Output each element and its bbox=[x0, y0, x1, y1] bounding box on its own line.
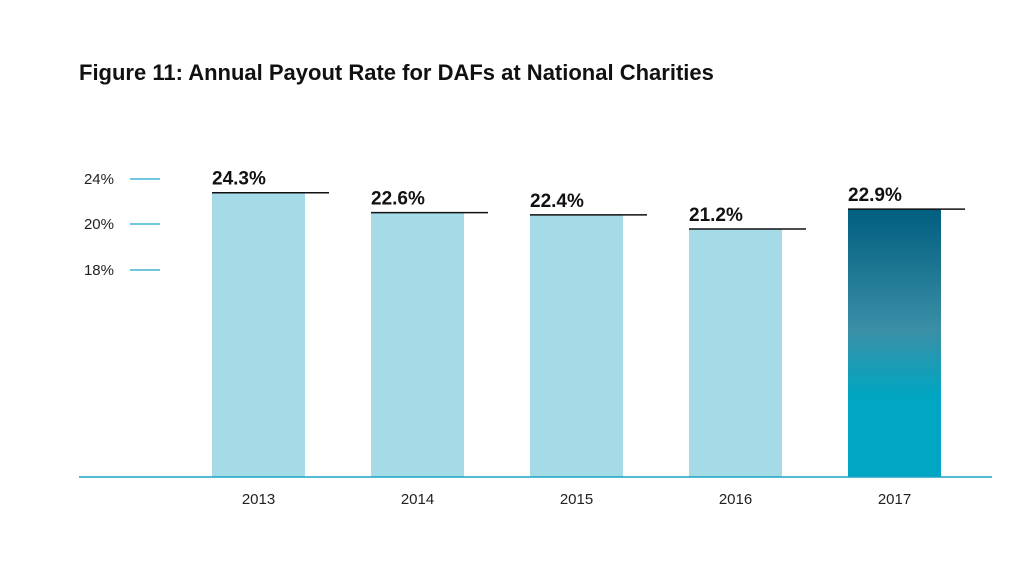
bar-2015 bbox=[530, 214, 623, 478]
bar-2017 bbox=[848, 209, 941, 477]
bar-2013 bbox=[212, 192, 305, 477]
x-axis: 2013 2014 2015 2016 2017 bbox=[242, 491, 911, 508]
y-tick-label: 20% bbox=[84, 216, 114, 233]
x-tick-label-2015: 2015 bbox=[560, 491, 593, 508]
y-tick-label: 18% bbox=[84, 262, 114, 279]
y-axis: 24% 20% 18% bbox=[84, 171, 160, 279]
x-tick-label-2016: 2016 bbox=[719, 491, 752, 508]
chart-title: Figure 11: Annual Payout Rate for DAFs a… bbox=[79, 60, 714, 85]
bars-group: 24.3% 22.6% 22.4% 21.2% 22.9% bbox=[212, 169, 965, 478]
value-label-2017: 22.9% bbox=[848, 185, 902, 206]
bar-2014 bbox=[371, 212, 464, 477]
x-tick-label-2014: 2014 bbox=[401, 491, 434, 508]
value-label-2016: 21.2% bbox=[689, 205, 743, 226]
x-tick-label-2017: 2017 bbox=[878, 491, 911, 508]
x-tick-label-2013: 2013 bbox=[242, 491, 275, 508]
value-label-2014: 22.6% bbox=[371, 189, 425, 210]
value-label-2013: 24.3% bbox=[212, 169, 266, 190]
bar-2016 bbox=[689, 228, 782, 477]
value-label-2015: 22.4% bbox=[530, 191, 584, 212]
y-tick-label: 24% bbox=[84, 171, 114, 188]
